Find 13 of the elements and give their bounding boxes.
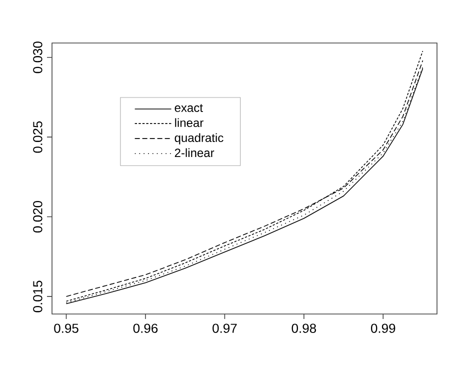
legend-label: linear	[175, 118, 204, 128]
y-tick-label: 0.030	[33, 42, 42, 74]
y-tick-label: 0.025	[33, 121, 42, 153]
legend-label: exact	[174, 104, 203, 112]
x-tick-label: 0.95	[54, 324, 78, 333]
x-tick-label: 0.96	[133, 324, 158, 333]
x-tick-label: 0.99	[370, 324, 396, 333]
y-tick-label: 0.020	[33, 200, 42, 233]
legend-label: 2-linear	[174, 148, 214, 158]
y-tick-label: 0.015	[33, 280, 42, 312]
legend-label: quadratic	[174, 133, 224, 144]
x-tick-label: 0.97	[212, 324, 237, 333]
x-tick-label: 0.98	[292, 324, 316, 333]
